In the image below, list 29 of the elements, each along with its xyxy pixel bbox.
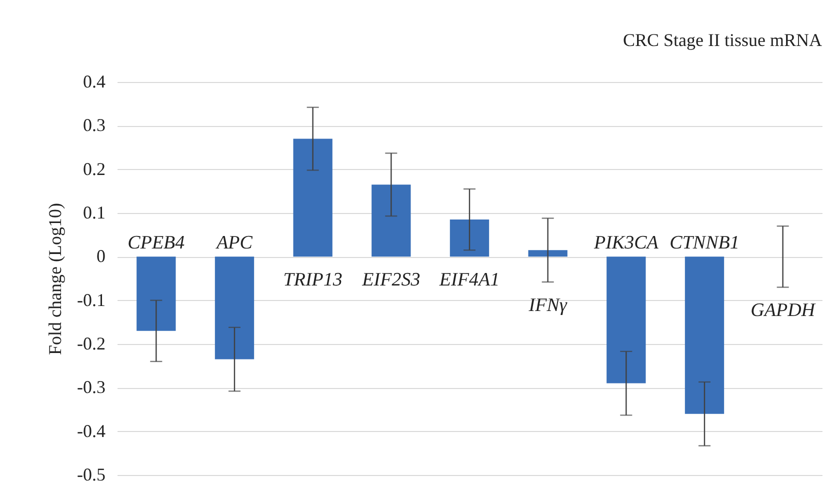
x-tick-label: EIF2S3 [361, 270, 420, 291]
bar [136, 256, 176, 331]
y-tick-label: -0.5 [77, 464, 106, 484]
y-tick-label: 0 [96, 246, 106, 266]
y-tick-label: 0.3 [83, 115, 106, 136]
y-axis-title: Fold change (Log10) [45, 203, 66, 355]
y-tick-label: 0.2 [83, 158, 106, 179]
y-tick-label: -0.2 [77, 334, 106, 354]
x-tick-label: CPEB4 [128, 232, 186, 254]
x-tick-label: TRIP13 [283, 270, 342, 291]
y-tick-label: -0.3 [77, 377, 106, 398]
bar [684, 256, 724, 414]
x-tick-label: APC [214, 232, 253, 254]
bar [528, 250, 568, 257]
bar [293, 138, 332, 257]
x-tick-label: IFNγ [528, 294, 568, 316]
y-tick-label: 0.4 [83, 72, 106, 92]
bar [606, 256, 646, 384]
y-tick-label: -0.1 [77, 290, 106, 310]
y-tick-label: -0.4 [77, 420, 106, 441]
x-tick-label: EIF4A1 [438, 270, 500, 291]
y-tick-label: 0.1 [83, 202, 106, 222]
x-tick-label: PIK3CA [592, 232, 659, 254]
bar [214, 256, 254, 360]
x-tick-label: CTNNB1 [670, 232, 740, 254]
x-tick-label: GAPDH [750, 300, 816, 322]
bar [372, 184, 411, 257]
bar [450, 220, 490, 257]
chart-title: CRC Stage II tissue mRNA [622, 30, 822, 50]
